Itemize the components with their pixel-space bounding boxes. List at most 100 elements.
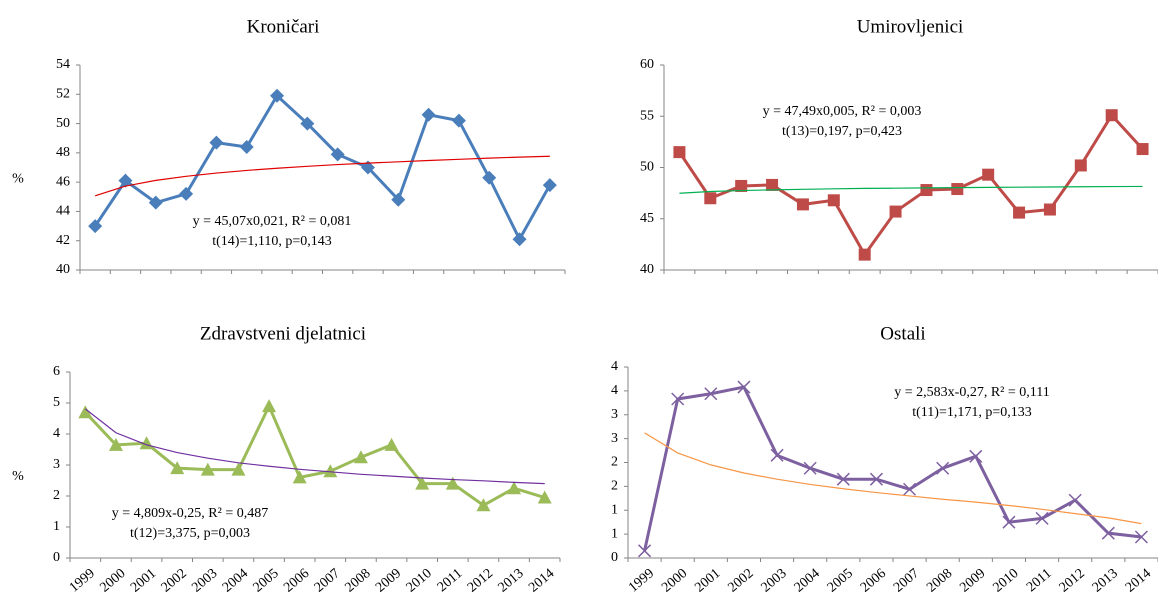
- chart-title: Kroničari: [247, 16, 320, 37]
- annotation: t(13)=0,197, p=0,423: [782, 124, 902, 139]
- data-line: [84, 402, 546, 508]
- marker: [1043, 203, 1056, 216]
- x-tick-label: 2006: [281, 566, 312, 595]
- marker: [969, 449, 983, 463]
- y-tick-label: 44: [56, 204, 70, 219]
- marker: [671, 392, 685, 406]
- marker: [766, 178, 779, 191]
- marker: [239, 140, 254, 154]
- y-tick-label: 48: [56, 145, 70, 160]
- marker: [735, 179, 748, 192]
- x-tick-label: 2001: [692, 566, 723, 595]
- trend-line: [679, 185, 1143, 194]
- marker: [360, 160, 375, 175]
- x-tick-label: 2009: [957, 566, 988, 595]
- marker: [982, 168, 995, 181]
- x-tick-label: 2002: [725, 566, 756, 595]
- marker: [300, 116, 315, 131]
- x-tick-label: 2013: [1090, 566, 1121, 595]
- x-tick-label: 2000: [97, 566, 128, 595]
- marker: [179, 186, 194, 201]
- annotation: y = 47,49x0,005, R² = 0,003: [763, 104, 922, 119]
- y-tick-label: 1: [611, 526, 618, 541]
- y-tick-label: 2: [611, 455, 618, 470]
- marker: [796, 198, 809, 211]
- y-tick-label: 45: [640, 211, 654, 226]
- data-line: [643, 385, 1142, 552]
- marker: [537, 490, 552, 504]
- marker: [482, 170, 497, 185]
- y-tick-label: 4: [611, 383, 618, 398]
- data-line: [93, 93, 552, 243]
- data-line: [678, 112, 1144, 258]
- x-tick-label: 2013: [496, 566, 527, 595]
- x-tick-label: 2004: [792, 566, 823, 595]
- x-tick-label: 2014: [526, 566, 557, 595]
- marker: [231, 462, 246, 476]
- x-tick-label: 2001: [128, 566, 159, 595]
- chart-title: Zdravstveni djelatnici: [200, 323, 366, 344]
- marker: [507, 481, 522, 495]
- chart-title: Ostali: [880, 323, 925, 344]
- marker: [118, 173, 133, 188]
- y-tick-label: 46: [56, 174, 70, 189]
- marker: [1105, 109, 1118, 122]
- trend-line: [644, 432, 1142, 525]
- marker: [353, 450, 368, 464]
- marker: [836, 472, 850, 486]
- marker: [209, 135, 224, 150]
- marker: [770, 448, 784, 462]
- marker: [704, 192, 717, 205]
- marker: [330, 147, 345, 162]
- marker: [827, 194, 840, 207]
- x-tick-label: 2002: [159, 566, 190, 595]
- marker: [391, 192, 406, 207]
- x-tick-label: 1999: [67, 566, 98, 595]
- y-tick-label: 1: [53, 519, 60, 534]
- y-tick-label: 1: [611, 502, 618, 517]
- x-tick-label: 1999: [626, 566, 657, 595]
- annotation: y = 2,583x-0,27, R² = 0,111: [894, 385, 1049, 400]
- marker: [903, 482, 917, 496]
- x-tick-label: 2010: [404, 566, 435, 595]
- y-tick-label: 0: [611, 550, 618, 565]
- x-tick-label: 2011: [1024, 566, 1055, 595]
- marker: [869, 472, 883, 486]
- x-tick-label: 2008: [342, 566, 373, 595]
- marker: [858, 248, 871, 261]
- marker: [951, 183, 964, 196]
- x-tick-label: 2007: [312, 566, 343, 595]
- marker: [1134, 530, 1148, 544]
- y-tick-label: 2: [611, 479, 618, 494]
- marker: [78, 405, 93, 419]
- trend-line: [94, 155, 550, 197]
- y-tick-label: 3: [611, 407, 618, 422]
- marker: [451, 113, 466, 128]
- marker: [148, 195, 163, 210]
- trend-line: [84, 408, 545, 485]
- marker: [704, 387, 718, 401]
- x-tick-label: 2000: [659, 566, 690, 595]
- marker: [1013, 206, 1026, 219]
- x-tick-label: 2011: [435, 566, 466, 595]
- annotation: y = 45,07x0,021, R² = 0,081: [193, 214, 352, 229]
- marker: [1136, 143, 1149, 156]
- marker: [1074, 159, 1087, 172]
- marker: [88, 219, 103, 234]
- marker: [384, 437, 399, 451]
- marker: [323, 464, 338, 478]
- marker: [292, 470, 307, 484]
- marker: [889, 205, 902, 218]
- y-tick-label: 40: [56, 262, 70, 277]
- marker: [108, 437, 123, 451]
- y-tick-label: 50: [56, 116, 70, 131]
- marker: [1068, 493, 1082, 507]
- marker: [170, 461, 185, 475]
- marker: [803, 461, 817, 475]
- y-tick-label: 4: [53, 426, 60, 441]
- x-tick-label: 2008: [924, 566, 955, 595]
- x-tick-label: 2014: [1123, 566, 1154, 595]
- y-tick-label: 42: [56, 233, 70, 248]
- x-tick-label: 2009: [373, 566, 404, 595]
- x-tick-label: 2003: [189, 566, 220, 595]
